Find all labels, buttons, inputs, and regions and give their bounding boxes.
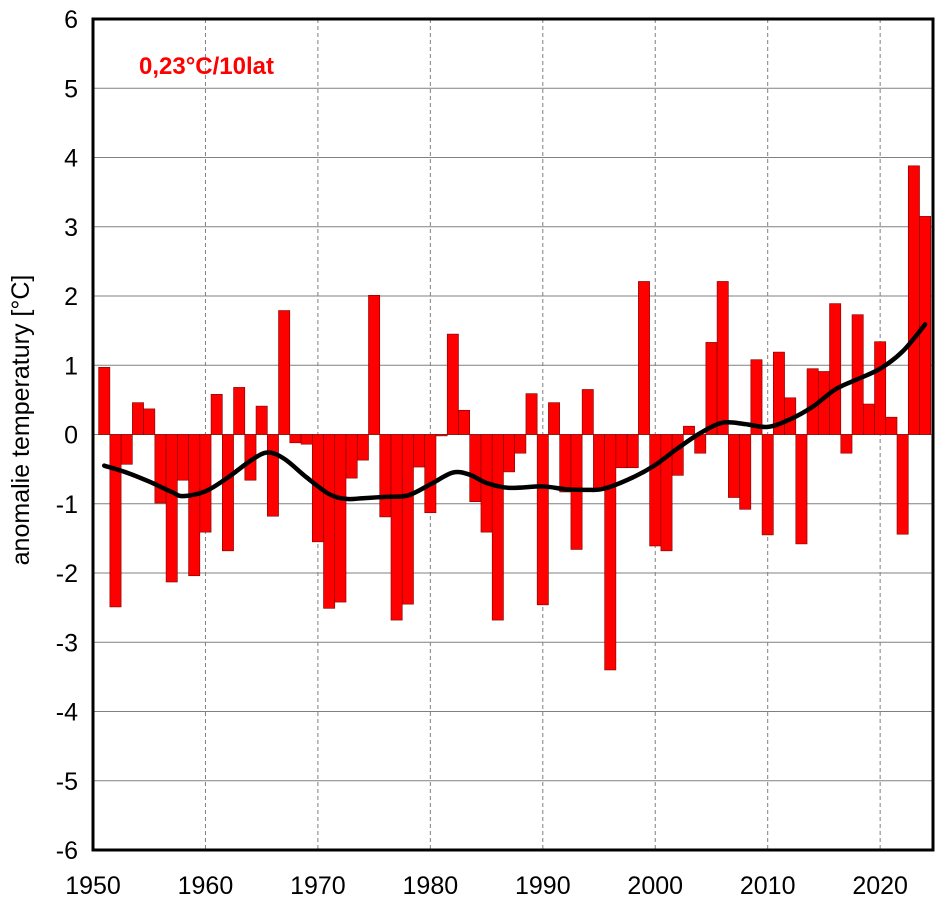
bar-1982 bbox=[446, 333, 459, 435]
y-tick-label: -1 bbox=[56, 491, 78, 519]
bar-2020 bbox=[874, 341, 887, 435]
bar-2003 bbox=[683, 425, 695, 435]
bar-1972 bbox=[334, 434, 347, 603]
bar-1989 bbox=[525, 393, 538, 435]
bar-1984 bbox=[469, 434, 482, 502]
bar-2005 bbox=[705, 342, 718, 435]
bar-1986 bbox=[491, 434, 504, 621]
bar-1951 bbox=[98, 367, 111, 435]
bar-1953 bbox=[120, 434, 133, 465]
bar-2009 bbox=[750, 359, 763, 435]
x-tick-label: 1970 bbox=[290, 872, 346, 900]
bar-1961 bbox=[210, 394, 223, 435]
bar-1999 bbox=[638, 281, 650, 435]
bar-2002 bbox=[671, 434, 684, 476]
bar-2023 bbox=[907, 165, 920, 435]
bar-1960 bbox=[199, 434, 212, 533]
bar-2006 bbox=[716, 281, 729, 435]
bar-1973 bbox=[345, 434, 358, 479]
bar-1977 bbox=[390, 434, 403, 621]
x-tick-label: 1990 bbox=[515, 872, 571, 900]
bar-1971 bbox=[323, 434, 336, 609]
bar-1974 bbox=[356, 434, 369, 461]
bar-1980 bbox=[424, 434, 437, 514]
bar-2000 bbox=[649, 434, 662, 547]
smoothed-trend-line bbox=[101, 322, 928, 502]
bar-2001 bbox=[660, 434, 673, 552]
bar-2018 bbox=[851, 314, 864, 435]
bar-1988 bbox=[514, 434, 527, 454]
bar-1991 bbox=[548, 402, 560, 435]
x-tick-labels: 1950 1960 1970 1980 1990 2000 2010 2020 bbox=[65, 872, 908, 900]
y-tick-label: -6 bbox=[56, 837, 78, 865]
bar-2011 bbox=[773, 351, 785, 435]
y-tick-label: -5 bbox=[56, 768, 78, 796]
bar-1983 bbox=[458, 409, 471, 435]
y-tick-label: 2 bbox=[64, 283, 78, 311]
bar-2022 bbox=[896, 434, 909, 535]
bar-1976 bbox=[379, 434, 392, 518]
bar-2021 bbox=[885, 416, 898, 435]
y-tick-label: -2 bbox=[56, 560, 78, 588]
bar-1978 bbox=[401, 434, 414, 605]
bar-2008 bbox=[739, 434, 752, 510]
x-tick-label: 2000 bbox=[627, 872, 683, 900]
y-tick-label: 6 bbox=[64, 6, 78, 34]
bar-1957 bbox=[165, 434, 178, 583]
bar-1954 bbox=[132, 402, 144, 435]
trend-annotation: 0,23°C/10lat bbox=[139, 53, 274, 80]
bar-1994 bbox=[581, 389, 594, 435]
y-tick-label: 3 bbox=[64, 214, 78, 242]
x-tick-label: 2020 bbox=[852, 872, 908, 900]
bar-1955 bbox=[143, 408, 156, 435]
bar-1956 bbox=[154, 434, 167, 504]
bar-1996 bbox=[604, 434, 617, 671]
bar-2010 bbox=[761, 434, 774, 536]
y-tick-label: -4 bbox=[56, 699, 78, 727]
bar-2013 bbox=[795, 434, 808, 545]
bar-1959 bbox=[188, 434, 201, 577]
bar-2007 bbox=[728, 434, 740, 498]
bar-1979 bbox=[413, 434, 426, 468]
bar-2016 bbox=[829, 303, 842, 435]
bar-1998 bbox=[626, 434, 639, 469]
x-tick-label: 1960 bbox=[178, 872, 234, 900]
bar-1975 bbox=[368, 295, 381, 435]
y-tick-labels: 6 5 4 3 2 1 0 -1 -2 -3 -4 -5 -6 bbox=[56, 6, 78, 865]
bar-1958 bbox=[177, 434, 189, 481]
y-tick-label: -3 bbox=[56, 629, 78, 657]
bars bbox=[98, 165, 932, 671]
x-tick-label: 2010 bbox=[740, 872, 796, 900]
bar-1990 bbox=[536, 434, 549, 606]
bar-1967 bbox=[278, 310, 291, 435]
y-tick-label: 0 bbox=[64, 422, 78, 450]
y-tick-label: 5 bbox=[64, 75, 78, 103]
bar-1969 bbox=[300, 434, 313, 445]
y-tick-label: 1 bbox=[64, 352, 78, 380]
bar-1997 bbox=[615, 434, 628, 469]
x-tick-label: 1950 bbox=[65, 872, 121, 900]
bar-1987 bbox=[503, 434, 515, 473]
bar-1992 bbox=[559, 434, 572, 493]
plot-frame bbox=[91, 17, 935, 852]
bar-1968 bbox=[289, 434, 302, 444]
bar-1995 bbox=[593, 434, 605, 489]
y-tick-label: 4 bbox=[64, 145, 78, 173]
bar-1965 bbox=[255, 405, 268, 435]
bar-1952 bbox=[109, 434, 122, 608]
bar-1966 bbox=[266, 434, 279, 517]
x-tick-label: 1980 bbox=[403, 872, 459, 900]
bar-2019 bbox=[862, 403, 875, 435]
y-axis-label: anomalie temperatury [°C] bbox=[7, 275, 35, 566]
bar-2017 bbox=[840, 434, 853, 454]
bar-1981 bbox=[435, 434, 448, 437]
bar-1963 bbox=[233, 387, 246, 435]
bar-1962 bbox=[222, 434, 234, 552]
